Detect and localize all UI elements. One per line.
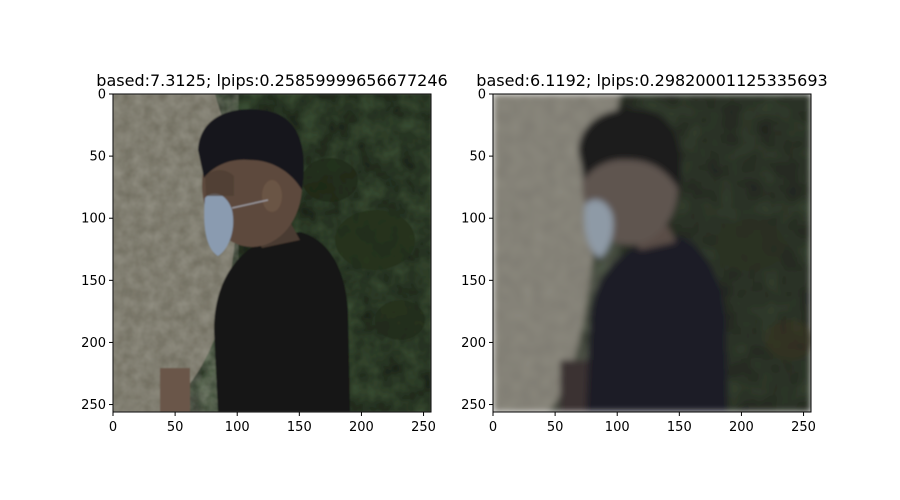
x-tick-label-left: 50 <box>167 420 184 435</box>
axes-frame-right <box>492 93 812 413</box>
image-panel-left: based:7.3125; lpips:0.25859999656677246 <box>81 71 448 435</box>
photo-right <box>493 94 811 412</box>
panel-title-left: based:7.3125; lpips:0.25859999656677246 <box>96 71 447 90</box>
y-tick-label-left: 250 <box>81 398 106 413</box>
x-tick-label-left: 100 <box>225 420 250 435</box>
y-tick-label-left: 200 <box>81 336 106 351</box>
x-axis-right: 0 50 100 150 200 250 <box>489 412 816 435</box>
y-tick-label-right: 100 <box>461 212 486 227</box>
y-tick-label-left: 150 <box>81 274 106 289</box>
x-tick-label-right: 250 <box>791 420 816 435</box>
y-tick-label-left: 50 <box>89 150 106 165</box>
y-tick-label-right: 0 <box>478 88 486 103</box>
y-tick-label-left: 0 <box>98 88 106 103</box>
y-tick-label-right: 50 <box>469 150 486 165</box>
x-axis-left: 0 50 100 150 200 250 <box>109 412 436 435</box>
x-tick-label-left: 0 <box>109 420 117 435</box>
panel-title-right: based:6.1192; lpips:0.29820001125335693 <box>476 71 827 90</box>
x-tick-label-right: 0 <box>489 420 497 435</box>
y-tick-label-right: 150 <box>461 274 486 289</box>
photo-left <box>113 94 431 412</box>
x-tick-label-left: 200 <box>349 420 374 435</box>
x-tick-label-left: 150 <box>287 420 312 435</box>
x-tick-label-right: 50 <box>547 420 564 435</box>
y-tick-label-left: 100 <box>81 212 106 227</box>
x-tick-label-right: 150 <box>667 420 692 435</box>
axes-frame-left <box>112 93 432 413</box>
x-tick-label-right: 200 <box>729 420 754 435</box>
y-tick-label-right: 200 <box>461 336 486 351</box>
x-tick-label-right: 100 <box>605 420 630 435</box>
image-panel-right: based:6.1192; lpips:0.29820001125335693 … <box>461 71 828 435</box>
x-tick-label-left: 250 <box>411 420 436 435</box>
y-axis-right: 0 50 100 150 200 250 <box>461 88 493 413</box>
y-tick-label-right: 250 <box>461 398 486 413</box>
y-axis-left: 0 50 100 150 200 250 <box>81 88 113 413</box>
